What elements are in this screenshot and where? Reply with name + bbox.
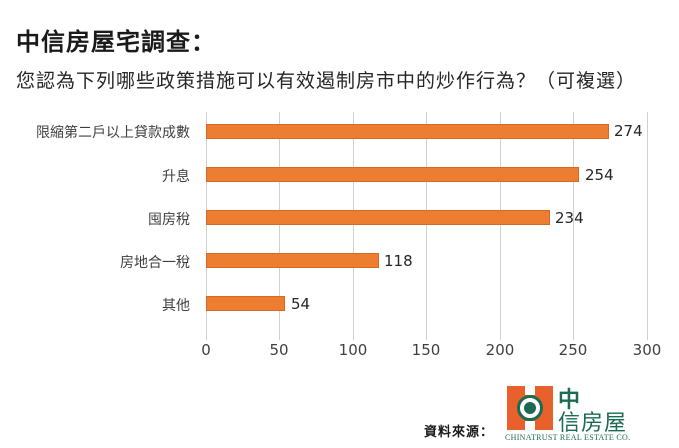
logo-name-main: 信房屋 [558,411,628,436]
value-label: 254 [585,166,614,184]
value-label: 234 [555,209,584,227]
logo-name-english: CHINATRUST REAL ESTATE CO. [505,433,631,442]
category-label: 其他 [162,298,190,314]
value-label: 274 [614,122,643,140]
gridline-250 [573,112,574,340]
category-label: 房地合一稅 [120,255,190,271]
bar-0 [206,124,609,139]
x-tick-label: 100 [338,341,368,359]
bar-1 [206,167,579,182]
value-label: 54 [291,295,311,313]
category-label: 升息 [162,169,190,185]
x-tick-label: 200 [485,341,515,359]
category-label: 囤房稅 [148,212,190,228]
chinatrust-logo: 中 信房屋 CHINATRUST REAL ESTATE CO. [505,384,675,446]
x-tick-label: 150 [411,341,441,359]
source-label: 資料來源： [424,425,495,440]
gridline-200 [500,112,501,340]
bar-3 [206,253,379,268]
x-tick-label: 300 [632,341,662,359]
bar-2 [206,210,550,225]
x-tick-label: 250 [558,341,588,359]
gridline-50 [279,112,280,340]
category-label: 限縮第二戶以上貸款成數 [36,125,190,141]
bar-4 [206,296,285,311]
logo-name-top: 中 [558,388,581,413]
gridline-300 [647,112,648,340]
value-label: 118 [384,252,413,270]
globe-logo-icon [507,386,553,430]
gridline-150 [426,112,427,340]
chart-title: 中信房屋宅調查： [16,28,216,56]
x-tick-label: 50 [269,341,289,359]
gridline-0 [206,112,207,340]
gridline-100 [353,112,354,340]
chart-subtitle: 您認為下列哪些政策措施可以有效遏制房市中的炒作行為？（可複選） [16,70,637,92]
x-tick-label: 0 [201,341,211,359]
